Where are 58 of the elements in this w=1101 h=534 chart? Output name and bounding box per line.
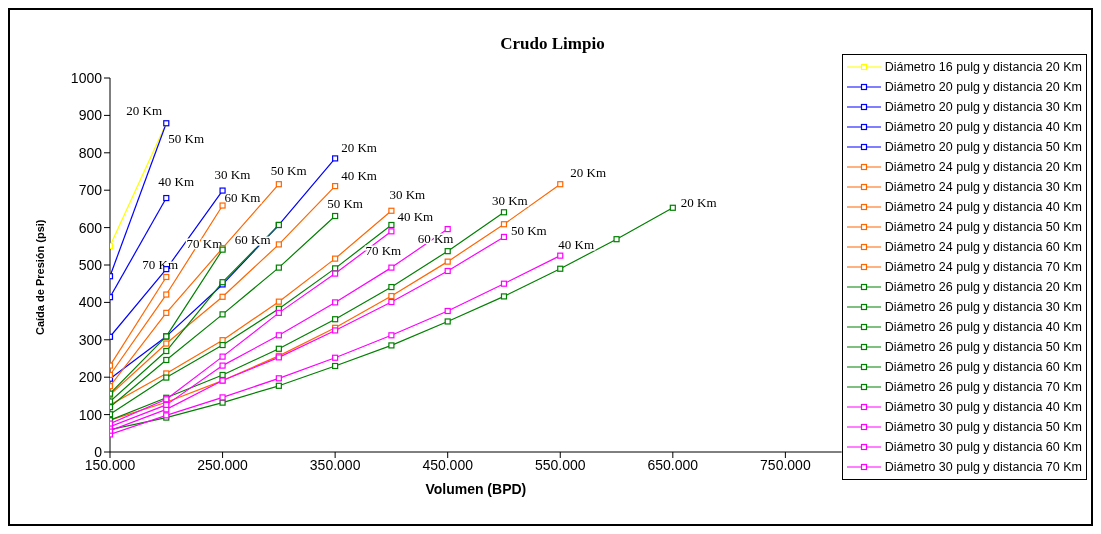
x-tick-label: 350.000 [309, 456, 361, 473]
y-tick-label: 1000 [70, 69, 103, 86]
legend-label: Diámetro 26 pulg y distancia 20 Km [884, 280, 1082, 294]
x-tick-label: 450.000 [422, 456, 474, 473]
annotation: 30 Km [491, 193, 528, 209]
annotation: 20 Km [680, 194, 717, 210]
legend-label: Diámetro 26 pulg y distancia 30 Km [884, 300, 1082, 314]
legend-label: Diámetro 24 pulg y distancia 20 Km [884, 160, 1082, 174]
legend-label: Diámetro 24 pulg y distancia 40 Km [884, 200, 1082, 214]
y-tick-label: 800 [78, 144, 103, 161]
y-axis-title: Caída de Presión (psi) [33, 219, 46, 335]
annotation: 50 Km [168, 131, 205, 147]
annotation: 20 Km [341, 140, 377, 156]
y-tick-label: 100 [78, 406, 103, 423]
legend-label: Diámetro 20 pulg y distancia 50 Km [884, 140, 1082, 154]
x-tick-label: 550.000 [534, 456, 586, 473]
y-tick-label: 200 [78, 369, 103, 386]
chart-title: Crudo Limpio [499, 34, 606, 54]
legend-label: Diámetro 26 pulg y distancia 60 Km [884, 360, 1082, 374]
legend-label: Diámetro 16 pulg y distancia 20 Km [884, 60, 1082, 74]
legend-label: Diámetro 24 pulg y distancia 70 Km [884, 260, 1082, 274]
annotation: 40 Km [158, 174, 195, 190]
legend-label: Diámetro 26 pulg y distancia 50 Km [884, 340, 1082, 354]
legend-label: Diámetro 24 pulg y distancia 50 Km [884, 220, 1082, 234]
annotation: 50 Km [510, 222, 547, 238]
legend-label: Diámetro 30 pulg y distancia 50 Km [884, 420, 1082, 434]
legend-label: Diámetro 20 pulg y distancia 30 Km [884, 100, 1082, 114]
legend-label: Diámetro 20 pulg y distancia 40 Km [884, 120, 1082, 134]
legend-label: Diámetro 30 pulg y distancia 60 Km [884, 440, 1082, 454]
legend-label: Diámetro 30 pulg y distancia 70 Km [884, 460, 1082, 474]
annotation: 60 Km [417, 231, 454, 247]
y-tick-label: 600 [78, 219, 103, 236]
annotation: 40 Km [341, 168, 377, 184]
y-tick-label: 700 [78, 182, 103, 199]
legend-label: Diámetro 30 pulg y distancia 40 Km [884, 400, 1082, 414]
annotation: 30 Km [389, 186, 426, 202]
annotation: 40 Km [558, 236, 595, 252]
annotation: 20 Km [126, 103, 163, 119]
x-tick-label: 250.000 [197, 456, 249, 473]
annotation: 60 Km [224, 189, 261, 205]
annotation: 40 Km [397, 208, 434, 224]
y-tick-label: 300 [78, 331, 103, 348]
y-tick-label: 900 [78, 107, 103, 124]
annotation: 20 Km [570, 165, 607, 181]
annotation: 70 Km [365, 243, 402, 259]
x-axis-title: Volumen (BPD) [425, 481, 527, 497]
y-tick-label: 500 [78, 256, 103, 273]
legend-label: Diámetro 26 pulg y distancia 40 Km [884, 320, 1082, 334]
annotation: 50 Km [270, 163, 307, 179]
annotation: 30 Km [214, 166, 251, 182]
x-tick-label: 750.000 [760, 456, 811, 473]
y-tick-label: 400 [78, 294, 103, 311]
legend-label: Diámetro 20 pulg y distancia 20 Km [884, 80, 1082, 94]
x-tick-label: 650.000 [647, 456, 699, 473]
legend-label: Diámetro 24 pulg y distancia 60 Km [884, 240, 1082, 254]
annotation: 50 Km [327, 196, 363, 212]
legend-label: Diámetro 26 pulg y distancia 70 Km [884, 380, 1082, 394]
legend-label: Diámetro 24 pulg y distancia 30 Km [884, 180, 1082, 194]
